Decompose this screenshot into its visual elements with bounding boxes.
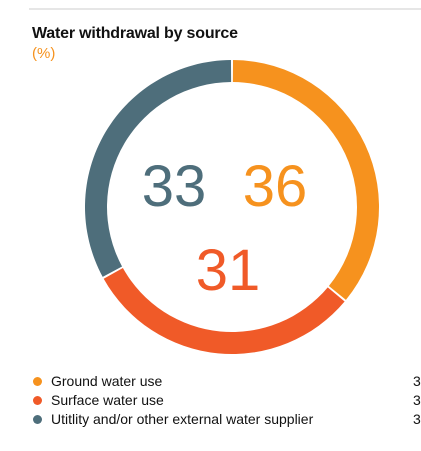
- legend-label: Surface water use: [51, 392, 164, 408]
- donut-slice-2: [103, 267, 345, 354]
- donut-slice-1: [232, 60, 379, 300]
- legend-item: Utitlity and/or other external water sup…: [33, 410, 421, 429]
- legend-dot-icon: [33, 377, 42, 386]
- slice-value-label-3: 33: [142, 154, 207, 219]
- chart-title: Water withdrawal by source: [32, 25, 238, 42]
- legend-dot-icon: [33, 396, 42, 405]
- legend-item: Ground water use 36: [33, 372, 421, 391]
- legend-value: 31: [413, 392, 421, 408]
- legend-label: Utitlity and/or other external water sup…: [51, 411, 314, 427]
- chart-legend: Ground water use 36 Surface water use 31 Uti…: [33, 372, 421, 429]
- legend-value: 33: [413, 411, 421, 427]
- top-divider: [29, 8, 421, 10]
- donut-slice-3: [85, 60, 232, 277]
- legend-label: Ground water use: [51, 373, 163, 389]
- chart-unit: (%): [32, 45, 56, 62]
- slice-value-label-1: 36: [243, 154, 308, 219]
- legend-value: 36: [413, 373, 421, 389]
- legend-dot-icon: [33, 415, 42, 424]
- legend-item: Surface water use 31: [33, 391, 421, 410]
- donut-chart: 36 31 33: [85, 60, 379, 354]
- slice-value-label-2: 31: [196, 238, 261, 303]
